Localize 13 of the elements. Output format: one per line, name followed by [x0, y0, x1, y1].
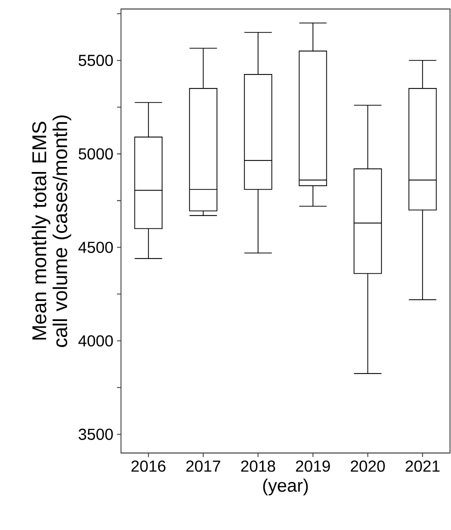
- x-tick-label: 2021: [406, 460, 440, 472]
- y-tick-label: 4000: [78, 335, 113, 346]
- y-axis-title: Mean monthly total EMS call volume (cases/month): [32, 115, 72, 347]
- x-tick-label: 2017: [186, 460, 220, 472]
- x-tick-label: 2016: [131, 460, 166, 472]
- x-tick-label: 2019: [296, 460, 330, 472]
- y-tick-label: 4500: [78, 242, 113, 253]
- y-tick-label: 5500: [78, 54, 113, 66]
- y-tick-label: 5000: [78, 148, 113, 160]
- x-tick-label: 2020: [350, 460, 385, 472]
- y-tick-label: 3500: [78, 428, 113, 440]
- x-tick-label: 2018: [241, 460, 276, 472]
- x-axis-title: (year): [263, 478, 308, 496]
